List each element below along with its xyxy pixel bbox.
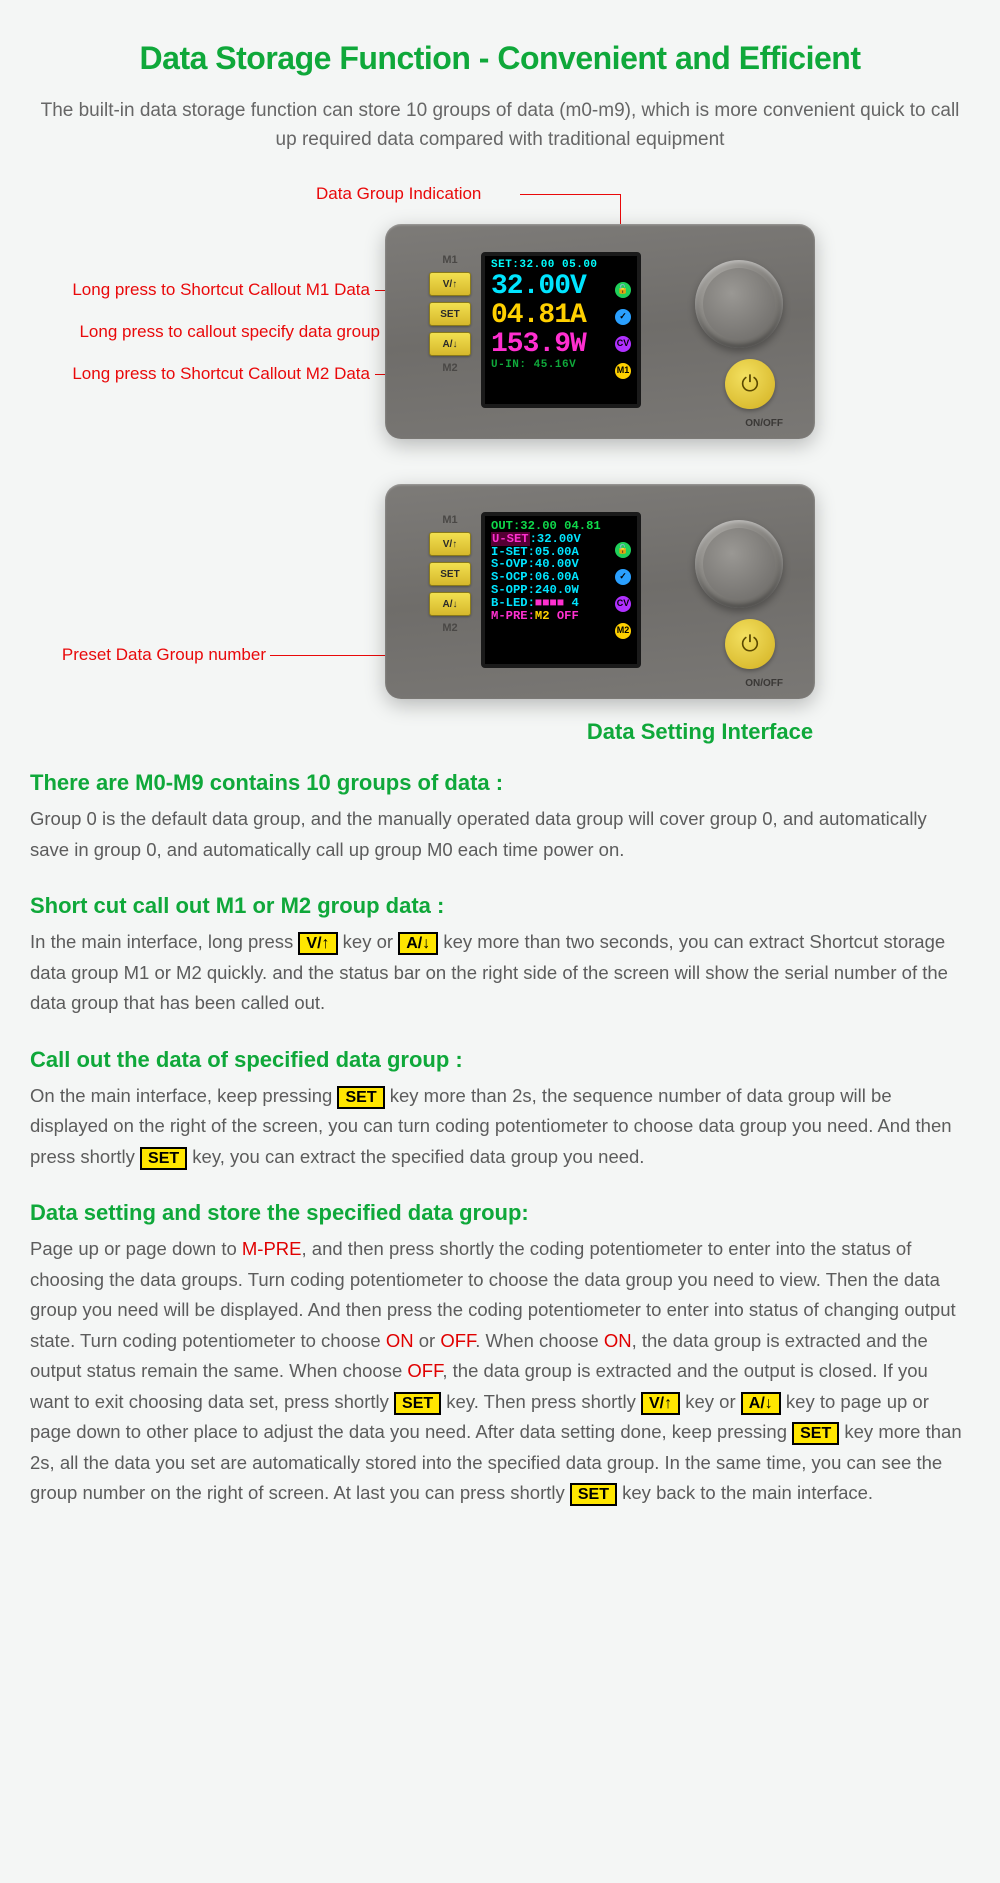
callout-m1: Long press to Shortcut Callout M1 Data [40,280,370,300]
section-callout-specified: Call out the data of specified data grou… [30,1047,970,1173]
set-button[interactable]: SET [429,562,471,586]
section-body: On the main interface, keep pressing SET… [30,1081,970,1173]
memory-icon: M2 [615,623,631,639]
lcd-amps: 04.81A [491,301,631,330]
a-down-button[interactable]: A/↓ [429,332,471,356]
lock-icon: 🔓 [615,282,631,298]
section-body: Page up or page down to M-PRE, and then … [30,1234,970,1509]
section-heading: Short cut call out M1 or M2 group data : [30,893,970,919]
key-set: SET [394,1392,441,1415]
device-bottom: M1 V/↑ SET A/↓ M2 OUT:32.00 04.81 U-SET:… [385,484,815,699]
power-button[interactable]: ⏻ [725,619,775,669]
v-up-button[interactable]: V/↑ [429,532,471,556]
page-subtitle: The built-in data storage function can s… [30,97,970,154]
m1-label: M1 [425,514,475,526]
interface-caption: Data Setting Interface [500,719,900,745]
memory-icon: M1 [615,363,631,379]
section-body: Group 0 is the default data group, and t… [30,804,970,865]
lcd-watts: 153.9W [491,330,631,359]
section-groups: There are M0-M9 contains 10 groups of da… [30,770,970,865]
key-adn: A/↓ [398,932,438,955]
key-set: SET [337,1086,384,1109]
lcd-uin: U-IN: 45.16V [491,360,631,372]
encoder-knob[interactable] [695,260,783,348]
section-heading: Call out the data of specified data grou… [30,1047,970,1073]
callout-set: Long press to callout specify data group [40,322,380,342]
check-icon: ✓ [615,309,631,325]
section-heading: Data setting and store the specified dat… [30,1200,970,1226]
set-button[interactable]: SET [429,302,471,326]
lock-icon: 🔓 [615,542,631,558]
key-set: SET [570,1483,617,1506]
power-button[interactable]: ⏻ [725,359,775,409]
lcd-volts: 32.00V [491,272,631,301]
key-adn: A/↓ [741,1392,781,1415]
key-set: SET [140,1147,187,1170]
section-heading: There are M0-M9 contains 10 groups of da… [30,770,970,796]
section-body: In the main interface, long press V/↑ ke… [30,927,970,1019]
section-shortcut: Short cut call out M1 or M2 group data :… [30,893,970,1019]
callout-preset: Preset Data Group number [30,645,266,665]
encoder-knob[interactable] [695,520,783,608]
key-vup: V/↑ [641,1392,680,1415]
callout-m2: Long press to Shortcut Callout M2 Data [40,364,370,384]
onoff-label: ON/OFF [745,678,783,689]
page-title: Data Storage Function - Convenient and E… [0,40,1000,77]
device-diagram: Data Group Indication Long press to Shor… [0,184,1000,704]
m1-label: M1 [425,254,475,266]
m2-label: M2 [425,362,475,374]
lcd-mpre-line: M-PRE:M2 OFF [491,610,631,623]
v-up-button[interactable]: V/↑ [429,272,471,296]
m2-label: M2 [425,622,475,634]
lcd-main: SET:32.00 05.00 32.00V 04.81A 153.9W U-I… [481,252,641,408]
a-down-button[interactable]: A/↓ [429,592,471,616]
section-data-setting: Data setting and store the specified dat… [30,1200,970,1509]
cv-icon: CV [615,336,631,352]
cv-icon: CV [615,596,631,612]
onoff-label: ON/OFF [745,418,783,429]
key-set: SET [792,1422,839,1445]
device-top: M1 V/↑ SET A/↓ M2 SET:32.00 05.00 32.00V… [385,224,815,439]
lcd-set-line: SET:32.00 05.00 [491,260,631,272]
callout-data-group-indication: Data Group Indication [316,184,516,204]
key-vup: V/↑ [298,932,337,955]
check-icon: ✓ [615,569,631,585]
lcd-settings: OUT:32.00 04.81 U-SET:32.00V I-SET:05.00… [481,512,641,668]
